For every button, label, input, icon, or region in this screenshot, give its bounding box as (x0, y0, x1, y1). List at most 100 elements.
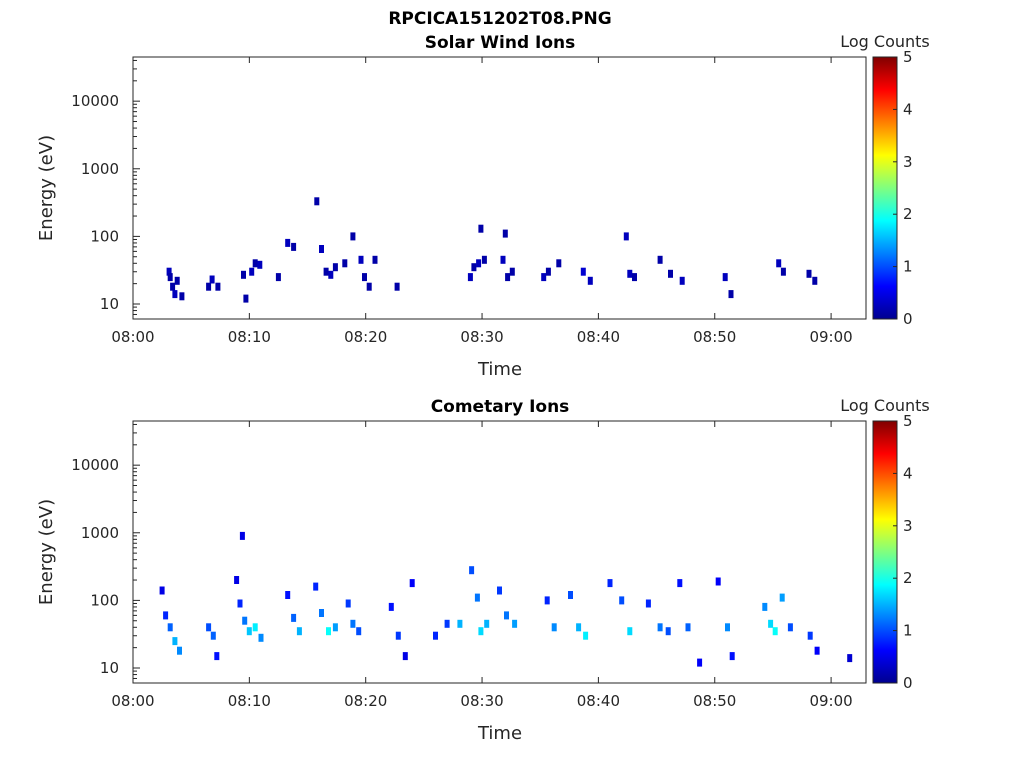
heatmap-cell (402, 652, 408, 661)
heatmap-cell (242, 616, 248, 625)
y-tick-label: 10000 (71, 92, 119, 110)
heatmap-cell (779, 593, 785, 602)
heatmap-cell (632, 273, 637, 282)
colorbar-tick-label: 0 (903, 310, 913, 328)
heatmap-cell (679, 276, 685, 285)
heatmap-cell (787, 623, 793, 632)
heatmap-cell (551, 623, 557, 632)
heatmap-cell (179, 292, 185, 301)
x-tick-label: 09:00 (809, 328, 852, 346)
heatmap-cell (239, 531, 245, 540)
heatmap-cell (313, 582, 319, 591)
heatmap-cell (645, 599, 651, 608)
heatmap-cell (285, 238, 291, 247)
y-tick-label: 100 (90, 227, 119, 245)
heatmap-cell (258, 633, 264, 642)
heatmap-cell (323, 267, 329, 276)
colorbar-tick-label: 4 (903, 464, 913, 482)
heatmap-cell (342, 259, 348, 268)
heatmap-cell (509, 267, 515, 276)
x-axis-label: Time (477, 723, 522, 744)
heatmap-cell (657, 255, 663, 264)
heatmap-cell (780, 267, 786, 276)
x-tick-label: 08:40 (577, 692, 620, 710)
heatmap-cell (474, 593, 480, 602)
heatmap-cell (505, 273, 511, 282)
y-axis: 10 100 1000 10000 (71, 59, 140, 320)
heatmap-cell (332, 263, 338, 272)
heatmap-cell (174, 276, 180, 285)
heatmap-cell (668, 269, 673, 278)
heatmap-cell (657, 623, 663, 632)
heatmap-cell (806, 269, 812, 278)
y-tick-label: 10 (100, 659, 119, 677)
heatmap-cell (167, 273, 173, 282)
heatmap-cell (214, 652, 220, 661)
colorbar-tick-label: 2 (903, 205, 913, 223)
heatmap-cell (512, 619, 518, 628)
heatmap-cell (166, 267, 172, 276)
heatmap-cell (275, 273, 281, 282)
heatmap-cell (807, 631, 813, 640)
heatmap-cell (500, 255, 506, 264)
heatmap-cell (356, 627, 362, 636)
heatmap-cell (469, 566, 475, 575)
colorbar-tick-label: 5 (903, 48, 913, 66)
heatmap-cell (776, 259, 782, 268)
colorbar-label: Log Counts (840, 32, 930, 51)
heatmap-cell (358, 255, 364, 264)
heatmap-cell (729, 652, 735, 661)
heatmap-cell (257, 260, 263, 269)
heatmap-cell (237, 599, 243, 608)
heatmap-cell (388, 602, 394, 611)
x-tick-label: 08:50 (693, 328, 736, 346)
heatmap-cell (627, 269, 633, 278)
heatmap-cell (444, 619, 450, 628)
heatmap-cell (350, 619, 356, 628)
panel-title: Cometary Ions (431, 397, 570, 417)
heatmap-cell (362, 273, 367, 282)
heatmap-cell (366, 282, 372, 291)
y-tick-label: 1000 (81, 524, 119, 542)
heatmap-cell (249, 267, 255, 276)
x-tick-label: 08:30 (460, 328, 503, 346)
heatmap-cell (163, 611, 169, 620)
heatmap-cell (607, 579, 613, 588)
x-axis-label: Time (477, 359, 522, 380)
heatmap-cell (772, 627, 778, 636)
heatmap-cell (576, 623, 582, 632)
colorbar-tick-label: 1 (903, 622, 913, 640)
heatmap-cell (623, 232, 629, 241)
heatmap-cell (715, 577, 721, 586)
heatmap-cell (587, 276, 593, 285)
plot-frame (132, 56, 867, 320)
heatmap-cell (350, 232, 356, 241)
colorbar (872, 56, 898, 320)
y-axis: 10 100 1000 10000 (71, 423, 140, 684)
heatmap-cell (291, 613, 297, 622)
x-tick-label: 08:40 (577, 328, 620, 346)
heatmap-cells (159, 531, 853, 667)
y-tick-label: 100 (90, 591, 119, 609)
heatmap-cell (497, 586, 502, 595)
heatmap-cell (467, 273, 473, 282)
heatmap-cell (332, 623, 338, 632)
heatmap-cell (314, 197, 320, 206)
heatmap-cell (484, 619, 490, 628)
figure-title: RPCICA151202T08.PNG (388, 9, 611, 29)
heatmap-cell (234, 576, 240, 584)
heatmap-cell (394, 282, 400, 291)
heatmap-cell (768, 619, 774, 628)
colorbar-tick-label: 3 (903, 153, 913, 171)
y-tick-label: 10000 (71, 456, 119, 474)
heatmap-cell (728, 290, 734, 299)
heatmap-cell (319, 609, 324, 617)
heatmap-cell (544, 596, 550, 605)
heatmap-cell (285, 591, 291, 599)
x-axis: 08:00 08:10 08:20 08:30 08:40 08:50 09:00 (111, 421, 853, 710)
y-tick-label: 1000 (81, 160, 119, 178)
heatmap-cell (296, 627, 302, 636)
heatmap-cell (206, 282, 212, 291)
heatmap-cell (291, 242, 297, 251)
heatmap-cell (159, 586, 165, 595)
